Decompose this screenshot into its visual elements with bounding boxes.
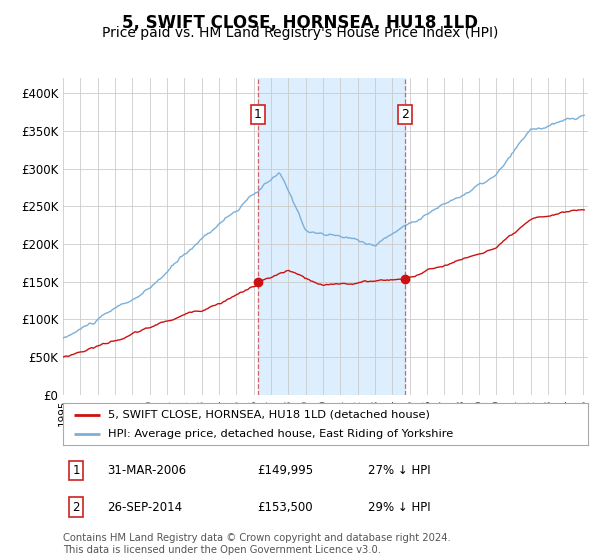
Text: 5, SWIFT CLOSE, HORNSEA, HU18 1LD: 5, SWIFT CLOSE, HORNSEA, HU18 1LD bbox=[122, 14, 478, 32]
Text: £153,500: £153,500 bbox=[257, 501, 313, 514]
Text: 26-SEP-2014: 26-SEP-2014 bbox=[107, 501, 183, 514]
Text: 31-MAR-2006: 31-MAR-2006 bbox=[107, 464, 187, 477]
Text: 27% ↓ HPI: 27% ↓ HPI bbox=[367, 464, 430, 477]
Text: 1: 1 bbox=[73, 464, 80, 477]
Text: 2: 2 bbox=[73, 501, 80, 514]
Text: Price paid vs. HM Land Registry's House Price Index (HPI): Price paid vs. HM Land Registry's House … bbox=[102, 26, 498, 40]
Text: Contains HM Land Registry data © Crown copyright and database right 2024.
This d: Contains HM Land Registry data © Crown c… bbox=[63, 533, 451, 555]
Text: 5, SWIFT CLOSE, HORNSEA, HU18 1LD (detached house): 5, SWIFT CLOSE, HORNSEA, HU18 1LD (detac… bbox=[107, 409, 430, 419]
Text: £149,995: £149,995 bbox=[257, 464, 313, 477]
Text: 2: 2 bbox=[401, 108, 409, 122]
Text: 1: 1 bbox=[254, 108, 262, 122]
Text: 29% ↓ HPI: 29% ↓ HPI bbox=[367, 501, 430, 514]
Bar bbox=[258, 78, 405, 395]
Text: HPI: Average price, detached house, East Riding of Yorkshire: HPI: Average price, detached house, East… bbox=[107, 429, 453, 439]
